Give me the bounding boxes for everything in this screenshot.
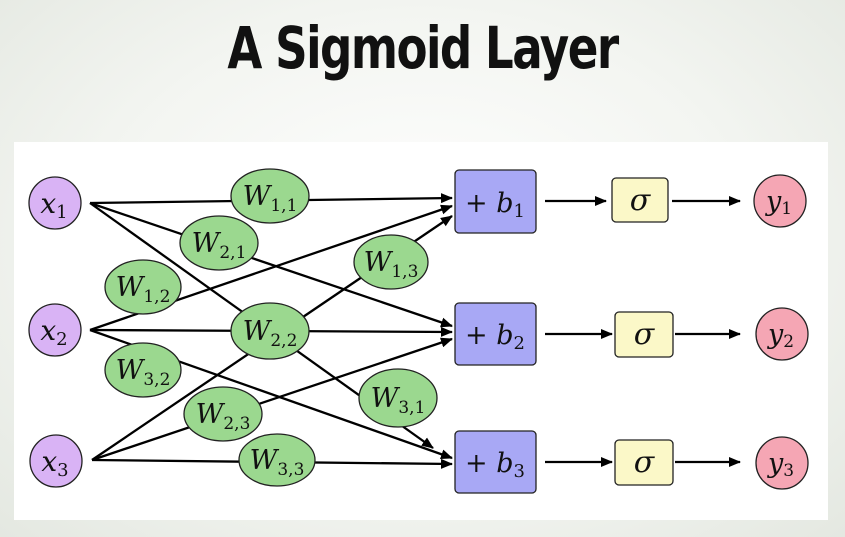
bias-sub: 3 bbox=[514, 461, 525, 482]
weight-sub: 2,3 bbox=[223, 414, 250, 434]
svg-text:y1: y1 bbox=[765, 186, 792, 219]
input-node: x1 bbox=[28, 176, 82, 230]
weight-node: W3,3 bbox=[238, 433, 316, 487]
edge-x1-b2 bbox=[89, 201, 453, 328]
weight-node: W1,3 bbox=[353, 234, 429, 290]
input-node: x2 bbox=[28, 303, 82, 357]
svg-text:W3,3: W3,3 bbox=[250, 445, 305, 480]
weight-sub: 3,1 bbox=[398, 398, 425, 418]
weight-var: W bbox=[243, 316, 273, 347]
weight-var: W bbox=[116, 355, 146, 386]
weight-sub: 2,2 bbox=[270, 331, 297, 351]
weight-sub: 2,1 bbox=[219, 243, 246, 263]
svg-text:x2: x2 bbox=[40, 314, 67, 350]
weight-var: W bbox=[192, 228, 222, 259]
svg-text:W2,3: W2,3 bbox=[196, 399, 251, 434]
weight-node: W2,1 bbox=[179, 215, 259, 271]
input-sub: 3 bbox=[57, 460, 68, 481]
weight-var: W bbox=[364, 247, 394, 278]
svg-text:+ b3: + b3 bbox=[465, 448, 525, 482]
weight-node: W3,2 bbox=[104, 342, 182, 398]
weight-node: W1,1 bbox=[230, 168, 310, 224]
weight-node: W3,1 bbox=[358, 368, 438, 428]
bias-node: + b1 bbox=[454, 169, 537, 234]
sigma-node: σ bbox=[614, 311, 674, 358]
svg-text:W3,1: W3,1 bbox=[371, 383, 426, 418]
sigma-symbol: σ bbox=[634, 445, 656, 480]
input-nodes: x1 x2 x3 bbox=[28, 176, 83, 488]
svg-text:+ b1: + b1 bbox=[465, 188, 525, 222]
input-node: x3 bbox=[29, 434, 83, 488]
bias-node: + b3 bbox=[454, 430, 537, 494]
svg-text:W3,2: W3,2 bbox=[116, 355, 171, 390]
weight-var: W bbox=[243, 181, 273, 212]
input-var: x bbox=[40, 187, 56, 220]
output-var: y bbox=[767, 319, 784, 350]
svg-text:W2,2: W2,2 bbox=[243, 316, 298, 351]
svg-text:+ b2: + b2 bbox=[465, 320, 525, 354]
input-var: x bbox=[40, 314, 56, 347]
weight-sub: 3,2 bbox=[143, 370, 170, 390]
output-node: y1 bbox=[753, 174, 807, 228]
weight-sub: 1,2 bbox=[143, 287, 170, 307]
weight-var: W bbox=[116, 272, 146, 303]
weight-nodes: W1,1 W2,1 W1,2 W1,3 W2,2 W3,2 W3,1 W2,3 bbox=[104, 168, 438, 487]
sigma-node: σ bbox=[611, 177, 669, 223]
weight-var: W bbox=[196, 399, 226, 430]
weight-node: W1,2 bbox=[104, 259, 182, 315]
svg-text:x1: x1 bbox=[40, 187, 67, 223]
output-node: y2 bbox=[755, 307, 809, 361]
weight-sub: 1,3 bbox=[391, 262, 418, 282]
bias-var: b bbox=[496, 448, 513, 479]
output-node: y3 bbox=[755, 436, 809, 490]
output-var: y bbox=[767, 448, 784, 479]
weight-sub: 1,1 bbox=[270, 196, 297, 216]
weight-var: W bbox=[371, 383, 401, 414]
weight-sub: 3,3 bbox=[277, 460, 304, 480]
sigma-symbol: σ bbox=[634, 317, 656, 352]
edge-x3-b2 bbox=[91, 337, 453, 462]
sigma-nodes: σ σ σ bbox=[611, 177, 674, 486]
svg-text:W1,3: W1,3 bbox=[364, 247, 419, 282]
output-var: y bbox=[765, 186, 782, 217]
svg-text:y3: y3 bbox=[767, 448, 794, 481]
svg-text:x3: x3 bbox=[41, 445, 68, 481]
input-sub: 1 bbox=[56, 202, 67, 223]
output-sub: 3 bbox=[783, 461, 794, 481]
bias-var: b bbox=[496, 320, 513, 351]
output-sub: 1 bbox=[781, 199, 792, 219]
output-sub: 2 bbox=[783, 332, 794, 352]
svg-text:W1,2: W1,2 bbox=[116, 272, 171, 307]
bias-prefix: + bbox=[465, 448, 496, 479]
bias-prefix: + bbox=[465, 320, 496, 351]
bias-sub: 2 bbox=[514, 333, 525, 354]
input-sub: 2 bbox=[56, 329, 67, 350]
svg-text:W1,1: W1,1 bbox=[243, 181, 298, 216]
weight-node: W2,2 bbox=[230, 302, 310, 360]
sigma-symbol: σ bbox=[630, 183, 652, 218]
sigma-node: σ bbox=[614, 439, 674, 486]
bias-var: b bbox=[496, 188, 513, 219]
bias-nodes: + b1 + b2 + b3 bbox=[454, 169, 537, 494]
bias-node: + b2 bbox=[454, 302, 537, 366]
svg-text:y2: y2 bbox=[767, 319, 794, 352]
svg-text:W2,1: W2,1 bbox=[192, 228, 247, 263]
bias-prefix: + bbox=[465, 188, 496, 219]
weight-var: W bbox=[250, 445, 280, 476]
output-nodes: y1 y2 y3 bbox=[753, 174, 809, 490]
input-var: x bbox=[41, 445, 57, 478]
slide-title: A Sigmoid Layer bbox=[227, 14, 619, 82]
weight-node: W2,3 bbox=[183, 386, 263, 442]
bias-sub: 1 bbox=[514, 201, 525, 222]
